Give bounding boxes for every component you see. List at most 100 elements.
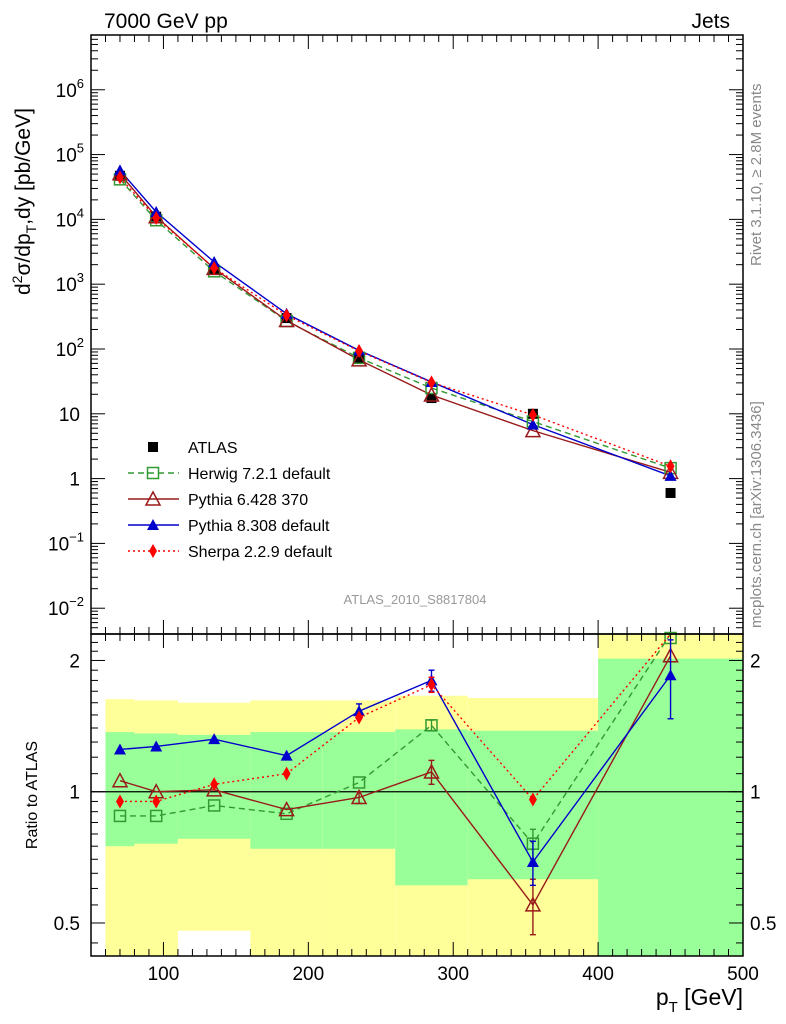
tick-exponent: 4 bbox=[77, 205, 84, 220]
marker-herwig bbox=[425, 719, 438, 732]
marker-pythia8 bbox=[147, 519, 159, 530]
main-y-tick-label: 10−1 bbox=[48, 529, 84, 555]
header-right-label: Jets bbox=[691, 10, 730, 33]
mcplots-label: mcplots.cern.ch [arXiv:1306.3436] bbox=[748, 401, 765, 628]
main-y-tick-label: 103 bbox=[56, 270, 84, 296]
marker-sherpa bbox=[149, 544, 157, 558]
x-tick-label: 500 bbox=[727, 964, 759, 985]
marker-sherpa bbox=[282, 766, 291, 781]
marker-atlas bbox=[354, 354, 365, 365]
band-inner-bin bbox=[395, 729, 468, 886]
marker-sherpa bbox=[115, 170, 124, 185]
tick-base: 10 bbox=[48, 599, 69, 620]
marker-pythia6 bbox=[350, 351, 368, 367]
x-axis-title: pT [GeV] bbox=[656, 984, 743, 1016]
header-left-label: 7000 GeV pp bbox=[104, 10, 228, 33]
main-y-tick-label: 1 bbox=[69, 470, 80, 491]
marker-herwig bbox=[113, 809, 127, 823]
tick-base: 10 bbox=[56, 275, 77, 296]
ratio-series-layer bbox=[111, 631, 679, 936]
marker-pythia6 bbox=[111, 772, 129, 788]
ratio-y-tick-label-right: 0.5 bbox=[750, 914, 776, 935]
main-y-tick-label: 104 bbox=[56, 205, 84, 231]
marker-sherpa bbox=[152, 794, 161, 809]
x-tick-label: 200 bbox=[292, 964, 324, 985]
main-y-tick-label: 10−2 bbox=[48, 594, 84, 620]
marker-pythia6 bbox=[423, 386, 440, 402]
ratio-y-tick-label: 2 bbox=[69, 651, 80, 672]
tick-exponent: 5 bbox=[77, 141, 84, 156]
band-inner-bin bbox=[134, 733, 178, 844]
rivet-label: Rivet 3.1.10, ≥ 2.8M events bbox=[748, 84, 765, 267]
ratio-line-sherpa bbox=[119, 633, 672, 803]
marker-sherpa bbox=[152, 211, 161, 226]
marker-herwig bbox=[352, 776, 366, 789]
marker-pythia6 bbox=[524, 896, 542, 912]
legend-label-pythia6: Pythia 6.428 370 bbox=[188, 492, 308, 509]
marker-pythia6 bbox=[278, 801, 295, 817]
main-y-tick-label: 102 bbox=[56, 335, 84, 361]
marker-pythia8 bbox=[664, 469, 677, 481]
marker-pythia8 bbox=[150, 740, 163, 752]
marker-pythia8 bbox=[664, 669, 677, 681]
tick-exponent: −1 bbox=[69, 529, 84, 544]
tick-exponent: −2 bbox=[69, 594, 84, 609]
marker-sherpa bbox=[355, 344, 364, 359]
analysis-id-label: ATLAS_2010_S8817804 bbox=[344, 592, 487, 607]
main-line-pythia6 bbox=[119, 173, 671, 473]
ratio-panel-frame bbox=[90, 633, 744, 957]
marker-pythia8 bbox=[208, 733, 221, 745]
main-series-layer bbox=[111, 164, 679, 498]
legend: ATLAS Herwig 7.2.1 default Pythia 6.428 37… bbox=[128, 440, 333, 561]
marker-pythia8 bbox=[113, 164, 126, 176]
marker-pythia6 bbox=[350, 788, 368, 805]
marker-sherpa bbox=[210, 777, 219, 792]
marker-sherpa bbox=[355, 710, 364, 725]
marker-pythia6 bbox=[144, 490, 162, 506]
main-y-axis-title: d2σ/dpT,dy [pb/GeV] bbox=[9, 108, 39, 295]
marker-pythia6 bbox=[524, 422, 542, 438]
x-tick-label: 100 bbox=[148, 964, 180, 985]
x-tick-label: 300 bbox=[437, 964, 469, 985]
marker-sherpa bbox=[427, 677, 436, 692]
marker-sherpa bbox=[115, 794, 124, 809]
tick-base: 10 bbox=[56, 81, 77, 102]
marker-atlas bbox=[148, 442, 158, 452]
legend-label-pythia8: Pythia 8.308 default bbox=[188, 518, 330, 535]
tick-exponent: 2 bbox=[77, 335, 84, 350]
ratio-y-axis-title: Ratio to ATLAS bbox=[24, 741, 41, 849]
legend-label-atlas: ATLAS bbox=[188, 440, 238, 457]
marker-atlas bbox=[665, 487, 676, 498]
ratio-y-tick-label-right: 2 bbox=[750, 651, 761, 672]
main-line-herwig bbox=[119, 178, 671, 469]
main-y-tick-label: 105 bbox=[56, 141, 84, 167]
ratio-axis-ticks: 100 200 300 400 500 0.5 0.5 1 1 2 2 bbox=[54, 641, 776, 985]
marker-pythia8 bbox=[113, 743, 126, 755]
marker-sherpa bbox=[528, 792, 537, 807]
main-y-tick-label: 10 bbox=[59, 405, 80, 426]
marker-pythia8 bbox=[526, 418, 539, 430]
main-line-sherpa bbox=[119, 176, 671, 467]
tick-exponent: 3 bbox=[77, 270, 84, 285]
marker-pythia6 bbox=[278, 311, 295, 328]
marker-sherpa bbox=[666, 459, 675, 474]
ratio-line-pythia8 bbox=[119, 674, 672, 864]
ratio-line-pythia6 bbox=[119, 655, 672, 907]
main-y-tick-label: 106 bbox=[56, 76, 84, 102]
tick-base: 10 bbox=[56, 210, 77, 231]
ratio-y-tick-label: 0.5 bbox=[54, 914, 80, 935]
ratio-uncertainty-bands bbox=[91, 634, 743, 956]
main-line-pythia8 bbox=[119, 169, 671, 477]
marker-pythia8 bbox=[280, 749, 293, 761]
marker-sherpa bbox=[282, 308, 291, 323]
marker-sherpa bbox=[427, 375, 436, 390]
marker-pythia6 bbox=[205, 781, 223, 797]
ratio-y-tick-label: 1 bbox=[69, 783, 80, 804]
marker-pythia6 bbox=[423, 763, 440, 779]
marker-sherpa bbox=[210, 260, 219, 275]
tick-base: 10 bbox=[56, 340, 77, 361]
marker-pythia8 bbox=[526, 855, 539, 867]
x-tick-label: 400 bbox=[582, 964, 614, 985]
tick-base: 10 bbox=[56, 146, 77, 167]
